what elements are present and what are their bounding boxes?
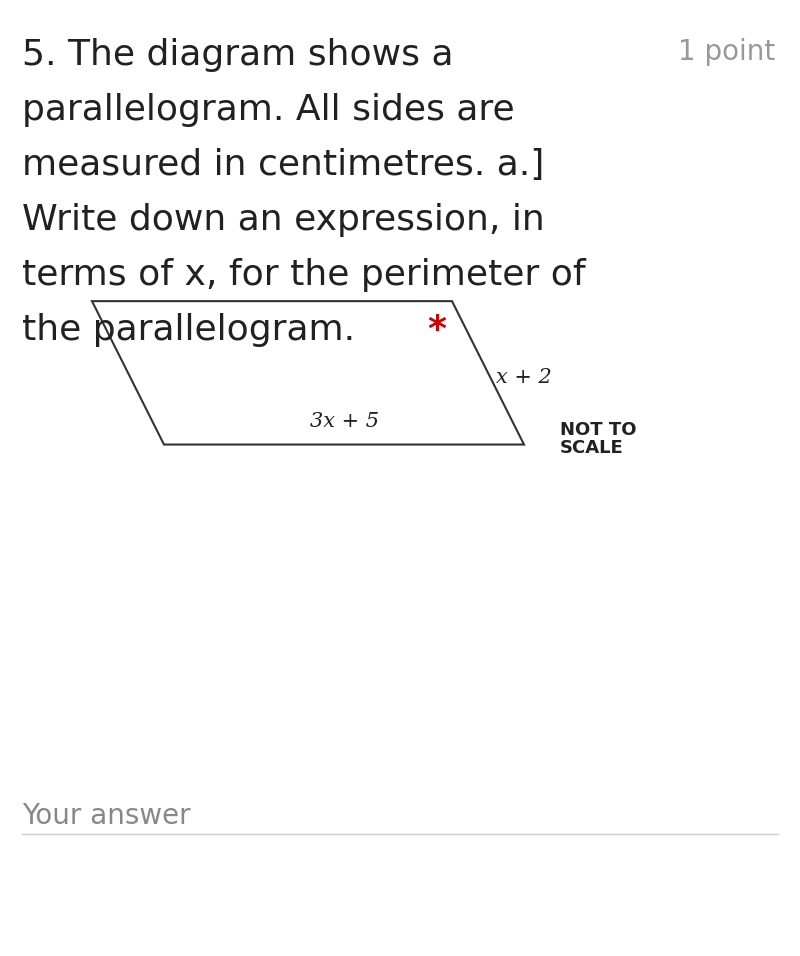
- Text: the parallelogram.: the parallelogram.: [22, 313, 355, 347]
- Text: SCALE: SCALE: [560, 439, 624, 457]
- Text: 1 point: 1 point: [678, 38, 775, 66]
- Text: measured in centimetres. a.]: measured in centimetres. a.]: [22, 148, 544, 182]
- Text: terms of x, for the perimeter of: terms of x, for the perimeter of: [22, 258, 586, 292]
- Text: x + 2: x + 2: [496, 368, 552, 387]
- Text: parallelogram. All sides are: parallelogram. All sides are: [22, 93, 514, 127]
- Text: NOT TO: NOT TO: [560, 421, 637, 439]
- Text: 3x + 5: 3x + 5: [310, 411, 378, 430]
- Text: Write down an expression, in: Write down an expression, in: [22, 203, 545, 237]
- Text: *: *: [427, 313, 446, 347]
- Text: Your answer: Your answer: [22, 802, 190, 830]
- Text: 5. The diagram shows a: 5. The diagram shows a: [22, 38, 454, 72]
